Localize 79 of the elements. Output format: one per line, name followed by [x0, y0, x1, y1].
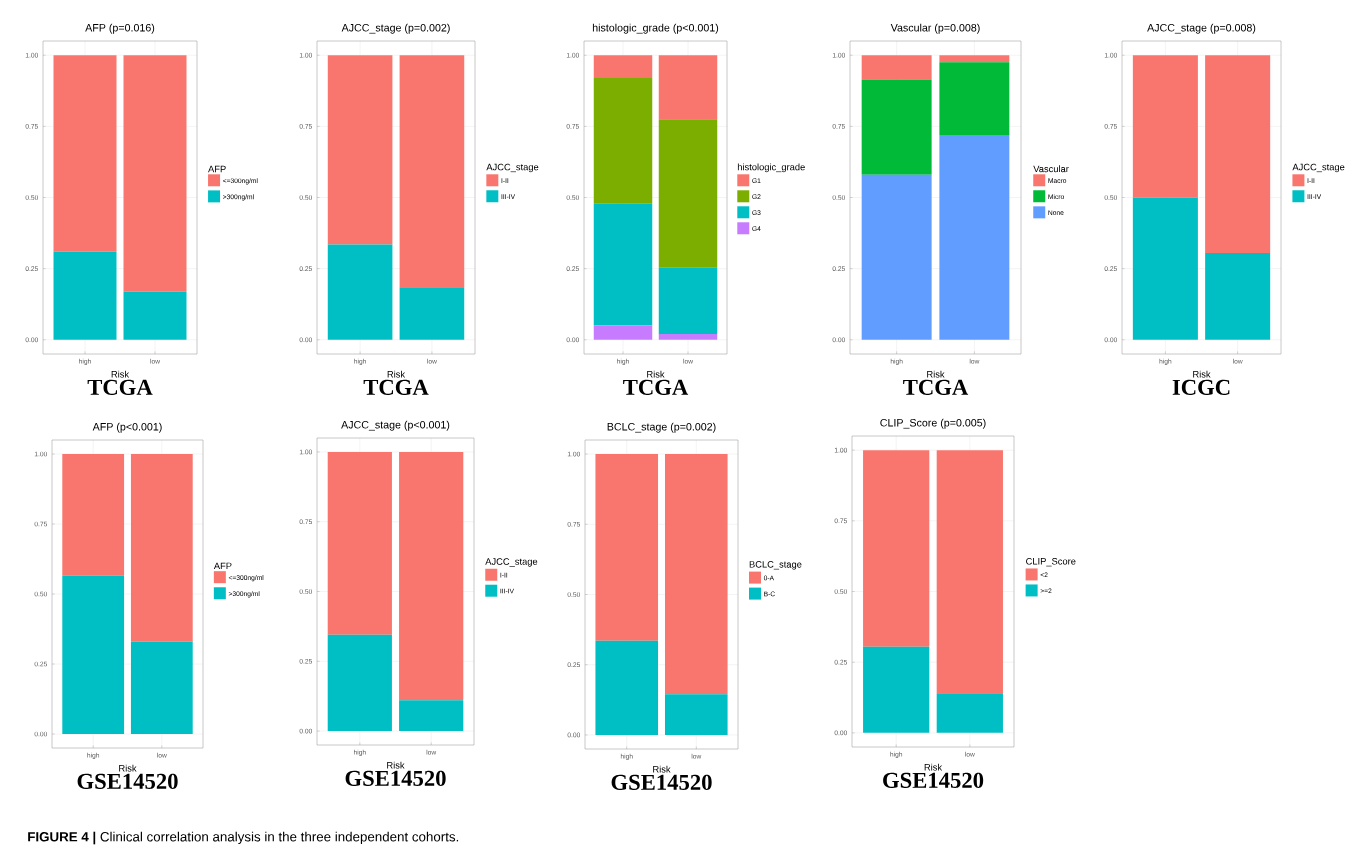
bar — [939, 62, 1010, 135]
bar — [861, 174, 932, 340]
legend-title: AFP — [208, 165, 226, 173]
bar — [593, 203, 653, 326]
chart-title: AJCC_stage (p<0.001) — [341, 420, 450, 431]
chart-title: AJCC_stage (p=0.002) — [341, 23, 450, 34]
bar — [123, 291, 187, 340]
chart-title: CLIP_Score (p=0.005) — [880, 418, 986, 429]
bar — [1132, 55, 1198, 198]
bar — [53, 55, 117, 252]
bar — [664, 694, 728, 735]
legend-title: AJCC_stage — [1292, 163, 1345, 173]
bar — [62, 454, 125, 576]
bar — [130, 454, 193, 642]
text: GSE14520 — [77, 773, 178, 789]
bar — [936, 693, 1003, 733]
text: GSE14520 — [883, 772, 984, 788]
x-axis-title: Risk — [924, 763, 943, 771]
text: FIGURE 4 | Clinical correlation analysis in the three independent cohorts. — [28, 831, 459, 845]
text: ICGC — [1172, 379, 1230, 395]
text: TCGA — [903, 379, 969, 395]
bar — [327, 55, 393, 245]
bar — [593, 325, 653, 340]
bar — [658, 334, 718, 340]
chart-title: histologic_grade (p<0.001) — [592, 23, 719, 34]
legend-title: CLIP_Score — [1026, 558, 1076, 567]
bar — [399, 700, 464, 732]
bar — [1205, 252, 1271, 340]
x-axis-title: Risk — [647, 370, 665, 378]
x-axis-title: Risk — [119, 764, 137, 772]
bar — [664, 454, 728, 695]
bar — [595, 454, 659, 641]
text: TCGA — [623, 379, 689, 395]
bar — [1132, 197, 1198, 340]
bar — [593, 77, 653, 204]
bar — [863, 450, 930, 647]
x-axis-title: Risk — [927, 370, 945, 378]
x-axis-title: Risk — [1193, 370, 1211, 378]
legend-title: Vascular — [1033, 165, 1069, 173]
bar — [1205, 55, 1271, 253]
legend-title: AFP — [213, 562, 232, 570]
bar — [658, 267, 718, 335]
text: GSE14520 — [611, 774, 712, 790]
legend-title: histologic_grade — [737, 163, 805, 173]
bar — [936, 450, 1003, 694]
x-axis-title: Risk — [387, 370, 406, 378]
bar — [327, 451, 392, 635]
bar — [861, 79, 932, 175]
chart-title: Vascular (p=0.008) — [890, 23, 980, 34]
x-axis-title: Risk — [387, 761, 405, 769]
bar — [130, 641, 193, 735]
bar — [399, 451, 464, 701]
legend-title: AJCC_stage — [486, 163, 539, 173]
bar — [861, 55, 932, 80]
bar — [863, 646, 930, 733]
chart-title: AJCC_stage (p=0.008) — [1147, 23, 1256, 34]
bar — [595, 640, 659, 735]
bar — [593, 55, 653, 78]
bar — [327, 244, 393, 340]
text: TCGA — [87, 379, 153, 395]
bar — [123, 55, 187, 292]
text: TCGA — [363, 379, 429, 395]
legend-title: BCLC_stage — [749, 561, 802, 570]
bar — [939, 55, 1010, 63]
bar — [53, 251, 117, 340]
chart-title: AFP (p=0.016) — [85, 23, 155, 34]
bar — [62, 575, 125, 735]
bar — [327, 634, 392, 732]
bar — [399, 287, 465, 340]
legend-title: AJCC_stage — [485, 558, 538, 567]
x-axis-title: Risk — [111, 370, 130, 378]
text: GSE14520 — [345, 770, 446, 786]
bar — [658, 119, 718, 268]
chart-title: BCLC_stage (p=0.002) — [607, 422, 716, 433]
bar — [399, 55, 465, 288]
chart-title: AFP (p<0.001) — [92, 422, 162, 433]
bar — [939, 134, 1010, 340]
x-axis-title: Risk — [653, 765, 671, 773]
bar — [658, 55, 718, 120]
